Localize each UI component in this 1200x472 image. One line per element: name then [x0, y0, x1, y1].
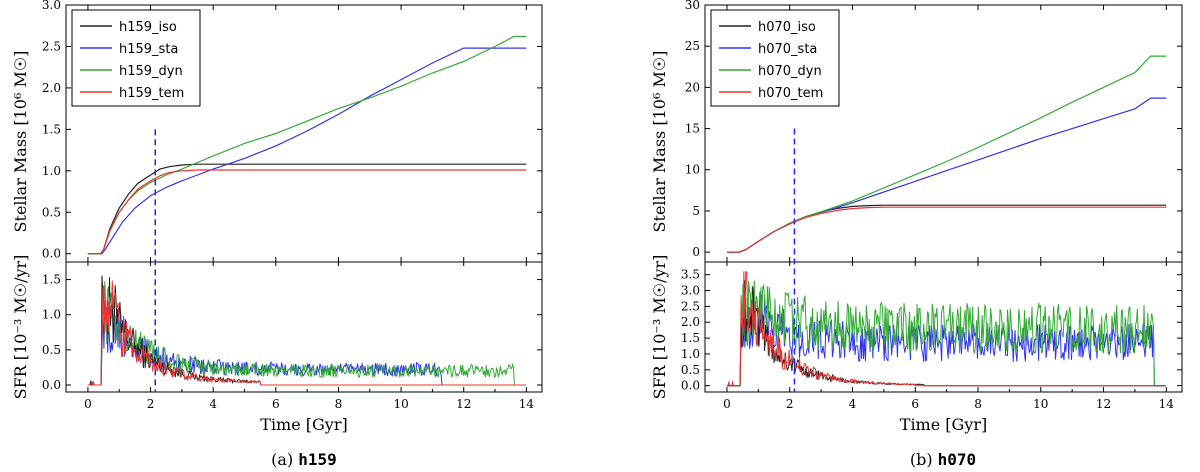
y-tick-label-top: 3.0 [42, 0, 61, 12]
y-tick-label-bottom: 1.5 [42, 273, 61, 287]
y-tick-label-top: 20 [685, 80, 700, 94]
y-tick-label-bottom: 2.0 [681, 315, 700, 329]
x-tick-label: 10 [1033, 397, 1048, 411]
x-tick-label: 8 [335, 397, 343, 411]
y-axis-label-mass: Stellar Mass [10⁶ M☉] [11, 51, 30, 233]
y-tick-label-bottom: 0.0 [681, 379, 700, 393]
chart-panel-h070: 0 2 4 6 8 10 12 14 0 5 10 15 20 25 30 0.0 0.5 1.0 1.5 2.0 2.… [650, 0, 1183, 469]
y-axis-label-mass: Stellar Mass [10⁶ M☉] [650, 51, 669, 233]
sfr-line-h070_tem [727, 270, 1166, 387]
legend-label-h070_sta: h070_sta [758, 42, 817, 57]
y-tick-label-bottom: 0.5 [681, 363, 700, 377]
mass-line-h070_iso [727, 204, 1167, 253]
legend-label-h070_dyn: h070_dyn [758, 64, 822, 79]
x-tick-label: 14 [1159, 397, 1175, 411]
y-tick-label-bottom: 3.0 [681, 284, 700, 298]
sfr-line-h159_dyn [87, 281, 526, 386]
x-tick-label: 6 [272, 397, 280, 411]
x-axis-label: Time [Gyr] [900, 415, 987, 434]
bottom-axes-frame [65, 261, 543, 393]
y-axis-label-sfr: SFR [10⁻³ M☉/yr] [11, 255, 30, 400]
caption-name: h070 [938, 450, 977, 469]
y-tick-label-top: 30 [685, 0, 700, 12]
chart-panel-h159: 0 2 4 6 8 10 12 14 0.0 0.5 1.0 1.5 2.0 2.5 3.0 0.0 0.5 1.… [11, 0, 543, 469]
y-tick-label-bottom: 3.5 [681, 268, 700, 282]
legend-label-h159_iso: h159_iso [119, 20, 177, 35]
y-tick-label-bottom: 1.0 [42, 308, 61, 322]
x-tick-label: 2 [786, 397, 794, 411]
mass-series-group [727, 55, 1167, 253]
legend-label-h159_sta: h159_sta [119, 42, 178, 57]
x-tick-label: 0 [84, 397, 92, 411]
mass-line-h159_sta [87, 47, 527, 255]
x-tick-label: 4 [849, 397, 857, 411]
x-tick-label: 2 [147, 397, 155, 411]
y-tick-label-top: 10 [685, 163, 700, 177]
x-tick-label: 12 [456, 397, 471, 411]
x-tick-label: 14 [519, 397, 535, 411]
y-tick-label-top: 1.5 [42, 122, 61, 136]
y-tick-label-bottom: 1.5 [681, 331, 700, 345]
sfr-line-h159_tem [87, 280, 526, 386]
y-axis-label-sfr: SFR [10⁻³ M☉/yr] [650, 255, 669, 400]
mass-line-h070_sta [727, 97, 1167, 253]
sfr-series-group [87, 275, 526, 386]
y-tick-label-bottom: 0.5 [42, 343, 61, 357]
sfr-series-group [727, 270, 1166, 387]
caption-name: h159 [298, 450, 337, 469]
legend-label-h070_tem: h070_tem [758, 86, 823, 101]
y-tick-label-top: 0 [692, 245, 700, 259]
mass-line-h159_tem [87, 169, 527, 255]
legend-box [710, 9, 840, 107]
x-tick-label: 6 [911, 397, 919, 411]
y-tick-label-bottom: 0.0 [42, 378, 61, 392]
figure-caption: (b) h070 [910, 450, 976, 469]
mass-line-h159_iso [87, 163, 527, 255]
legend-label-h159_dyn: h159_dyn [119, 64, 183, 79]
x-tick-label: 10 [393, 397, 408, 411]
caption-prefix: (b) [910, 450, 938, 469]
bottom-axes-frame [704, 261, 1183, 393]
y-tick-label-top: 2.0 [42, 81, 61, 95]
x-axis-label: Time [Gyr] [260, 415, 347, 434]
y-tick-label-top: 15 [685, 122, 700, 136]
legend-label-h159_tem: h159_tem [119, 86, 184, 101]
sfr-line-h070_sta [727, 291, 1166, 387]
figure-caption: (a) h159 [271, 450, 337, 469]
y-tick-label-top: 0.0 [42, 247, 61, 261]
y-tick-label-top: 5 [692, 204, 700, 218]
x-tick-label: 8 [974, 397, 982, 411]
y-tick-label-top: 0.5 [42, 205, 61, 219]
mass-series-group [87, 35, 527, 255]
y-tick-label-bottom: 2.5 [681, 299, 700, 313]
y-tick-label-bottom: 1.0 [681, 347, 700, 361]
x-tick-label: 4 [209, 397, 217, 411]
legend-label-h070_iso: h070_iso [758, 20, 816, 35]
y-tick-label-top: 2.5 [42, 39, 61, 53]
sfr-line-h070_dyn [727, 280, 1166, 387]
mass-line-h070_tem [727, 206, 1167, 253]
caption-prefix: (a) [271, 450, 298, 469]
x-tick-label: 12 [1096, 397, 1111, 411]
x-tick-label: 0 [723, 397, 731, 411]
y-tick-label-top: 1.0 [42, 164, 61, 178]
y-tick-label-top: 25 [685, 39, 700, 53]
